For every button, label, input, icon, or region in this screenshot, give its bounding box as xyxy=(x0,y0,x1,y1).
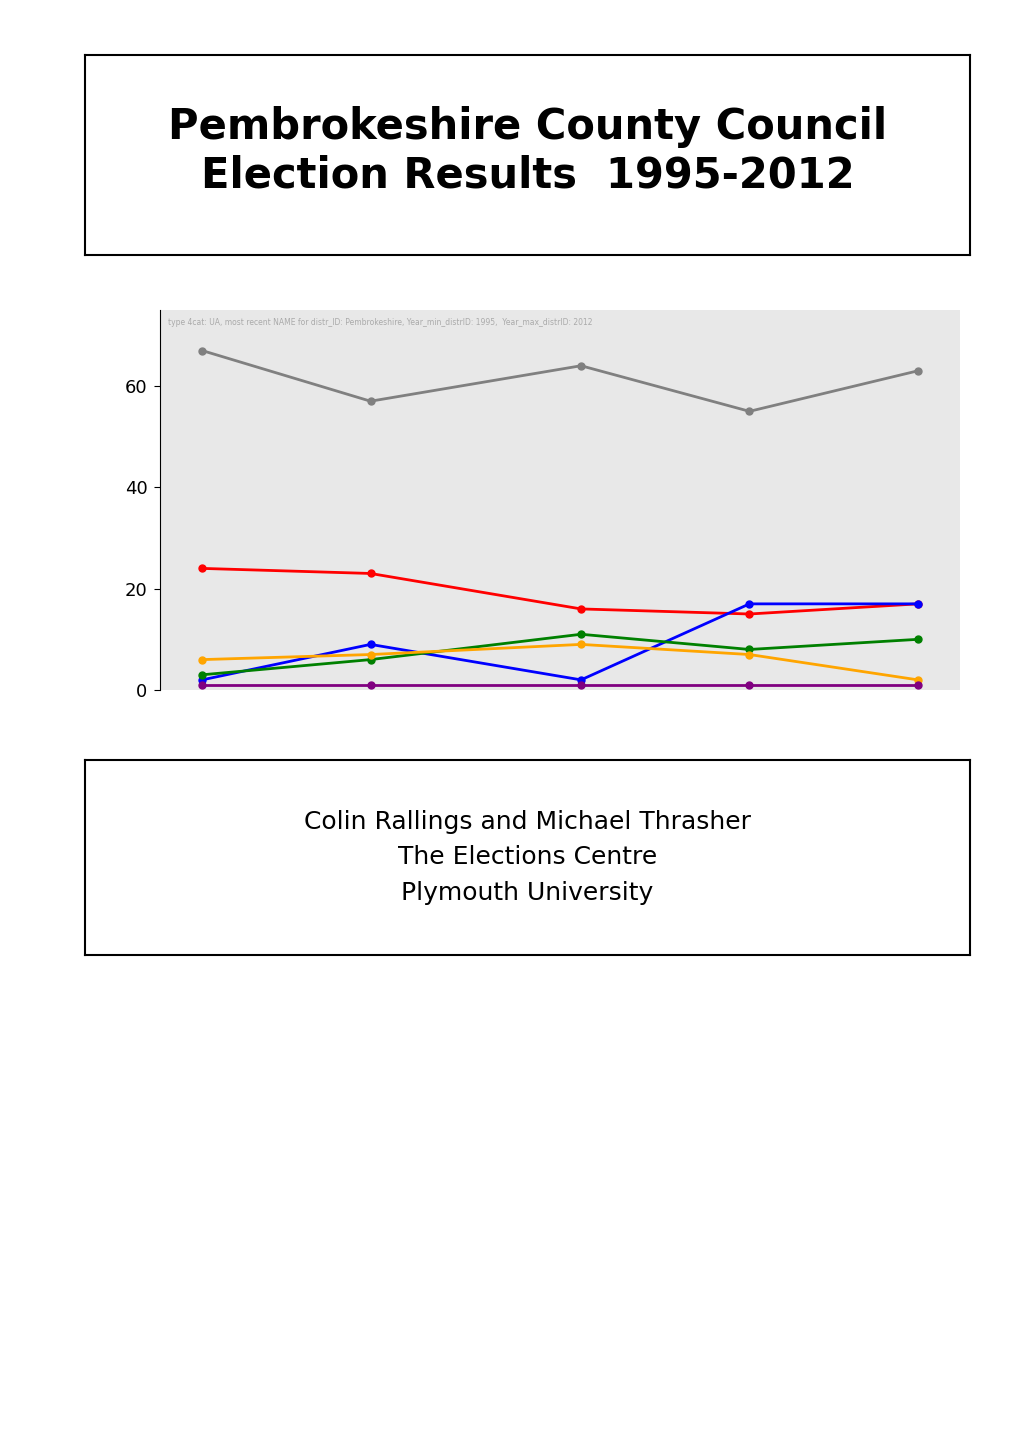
Text: type 4cat: UA, most recent NAME for distr_ID: Pembrokeshire, Year_min_distrID: 1: type 4cat: UA, most recent NAME for dist… xyxy=(168,317,592,326)
Text: Colin Rallings and Michael Thrasher
The Elections Centre
Plymouth University: Colin Rallings and Michael Thrasher The … xyxy=(304,810,750,906)
Text: Pembrokeshire County Council
Election Results  1995-2012: Pembrokeshire County Council Election Re… xyxy=(168,105,887,196)
